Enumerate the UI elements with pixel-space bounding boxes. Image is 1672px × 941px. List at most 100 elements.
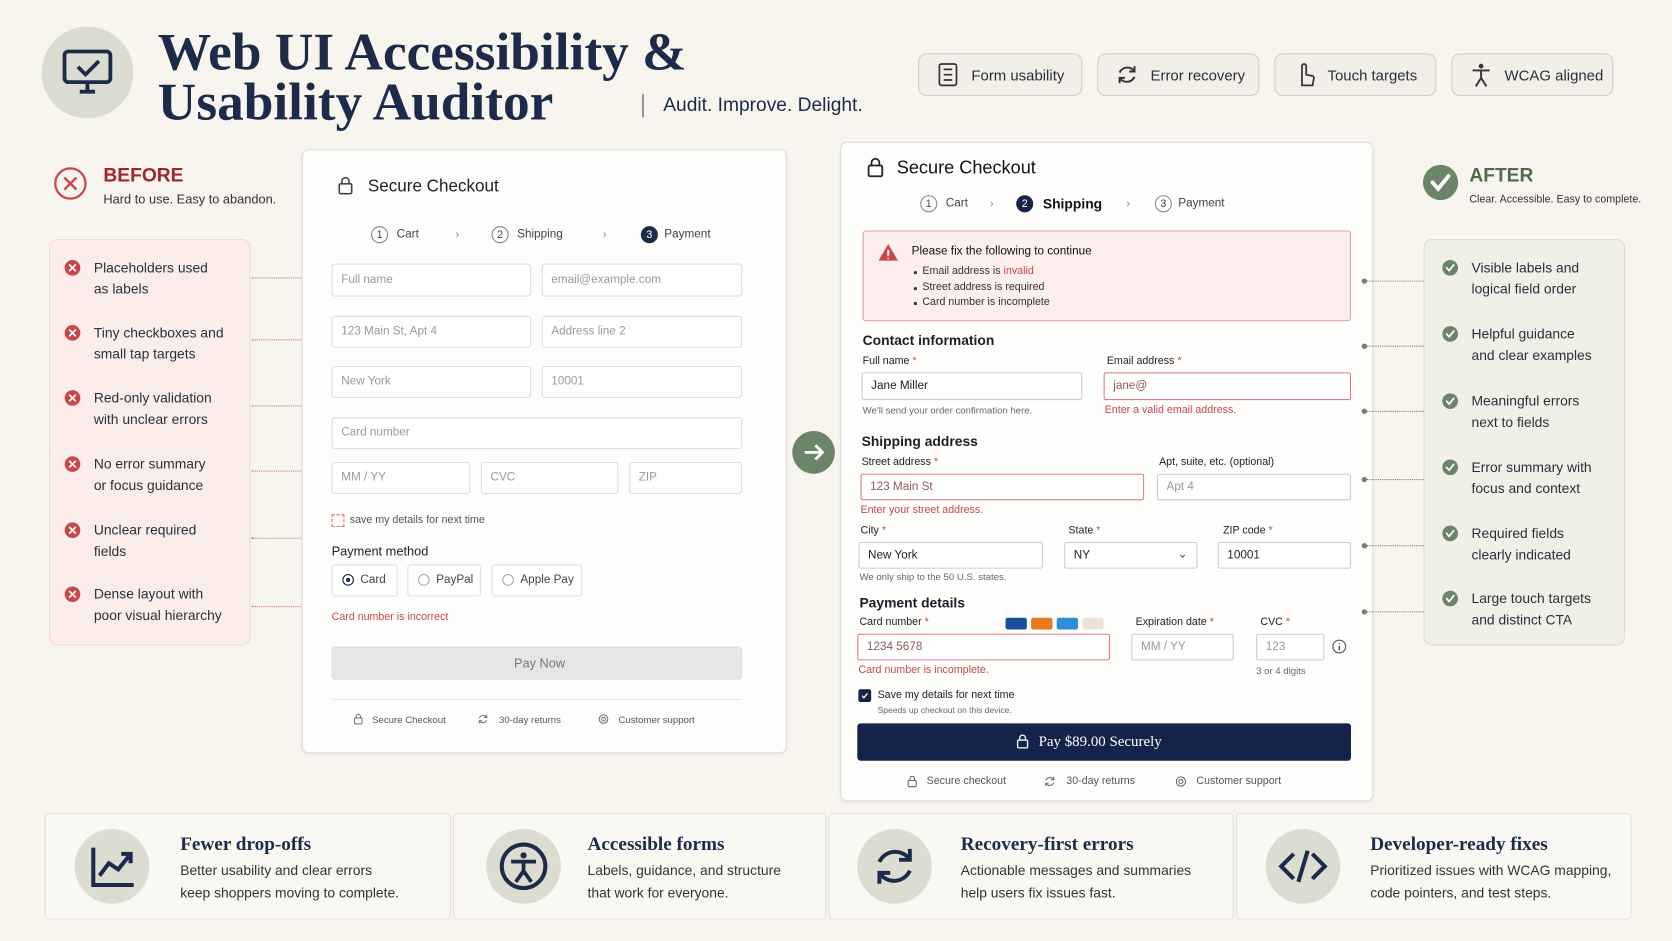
issue-text: Red-only validation: [93, 389, 212, 406]
step-label: Payment: [1178, 196, 1225, 210]
placeholder: CVC: [490, 470, 516, 484]
connector-dot: [1361, 408, 1367, 414]
input: [331, 461, 471, 494]
summary-item: Card number is incomplete: [922, 297, 1049, 310]
benefit-text: code pointers, and test steps.: [1370, 884, 1552, 901]
input: [331, 417, 743, 450]
connector-dot: [1361, 343, 1367, 349]
bullet: [913, 270, 918, 274]
button: [331, 646, 743, 680]
input: [331, 263, 532, 297]
improvement-icon: [1442, 393, 1458, 409]
radio-label: Card: [360, 573, 386, 587]
section-heading: Contact information: [862, 332, 995, 349]
checkbox: [331, 514, 345, 528]
input: [331, 365, 532, 398]
input: [1217, 541, 1352, 569]
benefit-text: Labels, guidance, and structure: [587, 862, 781, 879]
placeholder: 123 Main St, Apt 4: [341, 324, 438, 338]
form-title: Secure Checkout: [367, 177, 499, 196]
tagline: Audit. Improve. Delight.: [663, 94, 863, 116]
improvement-text: Visible labels and: [1471, 259, 1580, 276]
issue-icon: [64, 390, 81, 406]
connector: [1365, 410, 1424, 412]
issue-text: poor visual hierarchy: [93, 607, 222, 624]
badge: [1097, 53, 1260, 97]
summary-emphasis: invalid: [1003, 265, 1034, 278]
required-marker: *: [1096, 524, 1101, 537]
input-value: 1234 5678: [866, 640, 923, 653]
checkbox-label: save my details for next time: [349, 514, 485, 526]
input: [1131, 633, 1234, 661]
benefit-text: that work for everyone.: [587, 884, 729, 901]
input: [860, 473, 1145, 501]
connector: [1365, 280, 1424, 282]
hint-text: Speeds up checkout on this device.: [877, 705, 1012, 716]
label-text: Card number: [859, 616, 922, 629]
chevron: [603, 232, 607, 238]
checkbox: [858, 689, 872, 703]
step-number: 1: [371, 226, 389, 244]
connector: [251, 605, 318, 608]
label-text: CVC: [1260, 616, 1283, 629]
footer-text: Secure checkout: [926, 775, 1007, 788]
button-label: Pay $89.00 Securely: [1038, 734, 1162, 751]
badge-icon: [1301, 63, 1315, 87]
issues-panel: [49, 238, 251, 646]
improvement-text: Large touch targets: [1471, 590, 1591, 607]
summary-text: Card number is incomplete: [922, 296, 1050, 309]
section-heading: Payment details: [859, 594, 966, 611]
placeholder: Apt 4: [1166, 480, 1194, 493]
improvement-text: focus and context: [1471, 480, 1581, 497]
heading: AFTER: [1469, 164, 1534, 186]
logo-icon: [41, 26, 134, 119]
field-label: City *: [861, 525, 887, 538]
after-icon: [1422, 164, 1459, 201]
summary-title: Please fix the following to continue: [911, 244, 1092, 258]
step-label: Payment: [664, 227, 711, 241]
connector: [251, 537, 318, 539]
chevron: [990, 201, 994, 207]
placeholder: MM / YY: [341, 470, 386, 484]
improvements-panel: [1423, 238, 1626, 646]
form-title: Secure Checkout: [896, 157, 1036, 178]
placeholder: New York: [341, 374, 391, 388]
benefit-text: help users fix issues fast.: [960, 884, 1116, 901]
issue-text: Tiny checkboxes and: [93, 324, 224, 341]
benefit-title: Fewer drop-offs: [180, 832, 312, 855]
improvement-text: Required fields: [1471, 525, 1564, 542]
badge-icon: [938, 63, 958, 87]
issue-icon: [64, 522, 81, 539]
input: [331, 315, 532, 348]
radio-label: Apple Pay: [520, 573, 574, 587]
required-marker: *: [1209, 616, 1214, 629]
input: [541, 315, 743, 348]
field-label: CVC *: [1260, 617, 1290, 630]
label-text: Apt, suite, etc. (optional): [1159, 456, 1275, 469]
benefit-icon: [857, 828, 932, 904]
label-text: Full name: [862, 355, 910, 368]
connector-dot: [1361, 278, 1367, 284]
benefit-text: Better usability and clear errors: [180, 862, 373, 879]
issue-text: with unclear errors: [93, 410, 208, 427]
error-text: Enter your street address.: [860, 504, 984, 517]
field-label: Card number *: [859, 617, 928, 630]
placeholder: MM / YY: [1140, 640, 1186, 653]
connector: [251, 470, 318, 472]
step-label: Cart: [945, 196, 968, 210]
button-label: Pay Now: [513, 655, 566, 671]
step-label: Shipping: [517, 227, 563, 241]
required-marker: *: [924, 616, 929, 629]
footer-icon: [354, 713, 363, 725]
issue-icon: [64, 456, 81, 472]
before-icon: [54, 167, 87, 200]
improvement-text: clearly indicated: [1471, 546, 1571, 563]
footer-text: 30-day returns: [1066, 775, 1136, 788]
improvement-icon: [1442, 525, 1458, 542]
badge-label: Touch targets: [1327, 66, 1418, 84]
improvement-text: Meaningful errors: [1471, 392, 1580, 409]
chevron: [1126, 201, 1130, 207]
field-label: Email address *: [1107, 355, 1182, 368]
input: [541, 365, 743, 398]
